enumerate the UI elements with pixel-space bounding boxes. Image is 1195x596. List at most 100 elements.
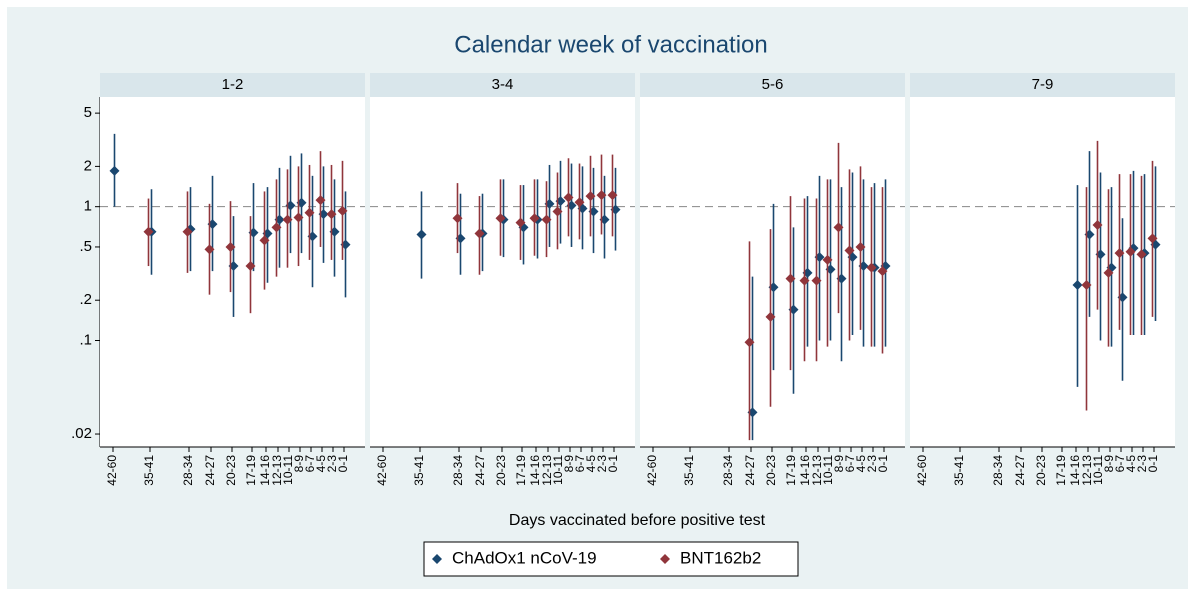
x-axis-label: Days vaccinated before positive test <box>509 512 766 529</box>
x-tick-label: 14-16 <box>798 455 812 486</box>
point <box>326 209 337 220</box>
point <box>1147 233 1158 244</box>
point <box>811 275 822 286</box>
point <box>515 217 526 228</box>
y-tick-label: .5 <box>79 238 92 255</box>
point <box>866 262 877 273</box>
x-tick-label: 42-60 <box>375 455 389 486</box>
x-tick-label: 20-23 <box>224 455 238 486</box>
x-tick-label: 35-41 <box>682 455 696 486</box>
x-tick-label: 17-19 <box>244 455 258 486</box>
x-tick-label: 24-27 <box>203 455 217 486</box>
x-tick-label: 4-5 <box>314 455 328 473</box>
panel <box>910 97 1175 447</box>
x-tick-label: 24-27 <box>1013 455 1027 486</box>
legend <box>423 541 799 577</box>
point <box>304 207 315 218</box>
point <box>563 192 574 203</box>
x-tick-label: 0-1 <box>1146 455 1160 473</box>
point <box>844 245 855 256</box>
point <box>765 311 776 322</box>
point <box>785 273 796 284</box>
point <box>574 197 585 208</box>
point <box>552 206 563 217</box>
x-tick-label: 0-1 <box>876 455 890 473</box>
x-tick-label: 35-41 <box>952 455 966 486</box>
x-tick-label: 0-1 <box>336 455 350 473</box>
legend-marker <box>432 554 442 564</box>
x-tick-label: 4-5 <box>584 455 598 473</box>
panel-header <box>640 73 905 97</box>
x-tick-label: 8-9 <box>562 455 576 473</box>
x-tick-label: 10-11 <box>1091 455 1105 485</box>
panel-title: 3-4 <box>492 76 514 93</box>
x-tick-label: 6-7 <box>573 455 587 473</box>
point <box>204 244 215 255</box>
point <box>143 226 154 237</box>
panel-header <box>100 73 365 97</box>
point <box>855 241 866 252</box>
point <box>822 254 833 265</box>
panel-title: 5-6 <box>762 76 784 93</box>
x-tick-label: 20-23 <box>494 455 508 486</box>
panel-title: 7-9 <box>1032 76 1054 93</box>
x-tick-label: 14-16 <box>528 455 542 486</box>
x-tick-label: 17-19 <box>784 455 798 486</box>
x-tick-label: 42-60 <box>105 455 119 486</box>
x-tick-label: 28-34 <box>181 455 195 486</box>
legend-label: ChAdOx1 nCoV-19 <box>452 548 597 567</box>
point <box>1114 248 1125 259</box>
x-tick-label: 8-9 <box>292 455 306 473</box>
point <box>416 229 427 240</box>
x-tick-label: 24-27 <box>743 455 757 486</box>
x-tick-label: 20-23 <box>764 455 778 486</box>
x-tick-label: 28-34 <box>991 455 1005 486</box>
y-tick-label: .2 <box>79 291 92 308</box>
x-tick-label: 2-3 <box>595 455 609 473</box>
point <box>596 190 607 201</box>
x-tick-label: 2-3 <box>325 455 339 473</box>
point <box>225 241 236 252</box>
point <box>1125 246 1136 257</box>
x-tick-label: 42-60 <box>915 455 929 486</box>
point <box>495 213 506 224</box>
y-tick-label: .02 <box>71 425 92 442</box>
point <box>1092 219 1103 230</box>
x-tick-label: 4-5 <box>1124 455 1138 473</box>
x-tick-label: 2-3 <box>1135 455 1149 473</box>
panel <box>100 97 365 447</box>
point <box>474 228 485 239</box>
point <box>315 195 326 206</box>
chart-title: Calendar week of vaccination <box>454 31 768 58</box>
point <box>1136 249 1147 260</box>
x-tick-label: 12-13 <box>540 455 554 486</box>
x-tick-label: 24-27 <box>473 455 487 486</box>
x-tick-label: 14-16 <box>258 455 272 486</box>
y-tick-label: 2 <box>84 157 92 174</box>
point <box>1081 279 1092 290</box>
panel <box>370 97 635 447</box>
point <box>293 212 304 223</box>
x-tick-label: 4-5 <box>854 455 868 473</box>
point <box>1103 267 1114 278</box>
x-tick-label: 12-13 <box>1080 455 1094 486</box>
point <box>109 165 120 176</box>
x-tick-label: 8-9 <box>832 455 846 473</box>
panel-header <box>910 73 1175 97</box>
x-tick-label: 10-11 <box>821 455 835 485</box>
x-tick-label: 20-23 <box>1034 455 1048 486</box>
x-tick-label: 17-19 <box>514 455 528 486</box>
point <box>282 214 293 225</box>
x-tick-label: 28-34 <box>451 455 465 486</box>
point <box>1072 279 1083 290</box>
x-tick-label: 35-41 <box>412 455 426 486</box>
x-tick-label: 28-34 <box>721 455 735 486</box>
point <box>833 222 844 233</box>
y-tick-label: .1 <box>79 331 92 348</box>
x-tick-label: 10-11 <box>281 455 295 485</box>
point <box>337 205 348 216</box>
x-tick-label: 12-13 <box>270 455 284 486</box>
legend-label: BNT162b2 <box>680 548 761 567</box>
x-tick-label: 8-9 <box>1102 455 1116 473</box>
